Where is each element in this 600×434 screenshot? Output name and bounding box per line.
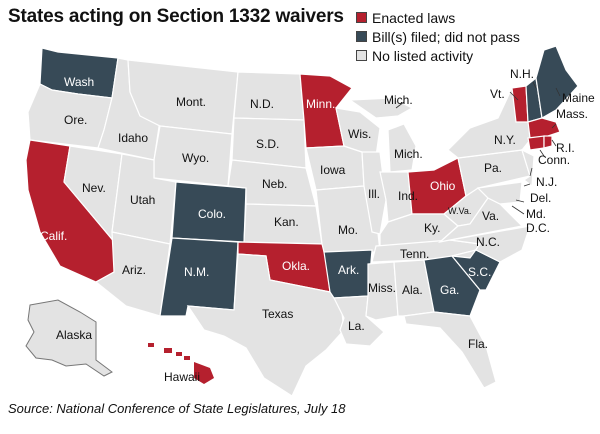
legend-swatch-enacted xyxy=(356,12,367,23)
label-alaska: Alaska xyxy=(56,328,92,342)
label-maryland: Md. xyxy=(526,207,546,221)
label-minnesota: Minn. xyxy=(306,97,335,111)
label-utah: Utah xyxy=(130,193,155,207)
label-ohio: Ohio xyxy=(430,179,456,193)
label-connecticut: Conn. xyxy=(538,153,570,167)
label-mississippi: Miss. xyxy=(368,281,396,295)
legend: Enacted laws Bill(s) filed; did not pass… xyxy=(356,8,520,65)
legend-label-none: No listed activity xyxy=(372,47,474,64)
label-rhode-island: R.I. xyxy=(556,141,575,155)
state-florida xyxy=(403,311,497,389)
label-hawaii: Hawaii xyxy=(164,370,200,384)
label-illinois: Ill. xyxy=(368,187,380,201)
state-georgia xyxy=(423,255,481,317)
state-hawaii xyxy=(148,343,214,384)
label-vermont: Vt. xyxy=(490,87,505,101)
label-indiana: Ind. xyxy=(398,189,418,203)
label-michigan-up: Mich. xyxy=(384,93,413,107)
label-massachusetts: Mass. xyxy=(556,107,588,121)
label-pennsylvania: Pa. xyxy=(484,161,502,175)
label-dc: D.C. xyxy=(526,221,550,235)
label-north-dakota: N.D. xyxy=(250,97,274,111)
label-new-jersey: N.J. xyxy=(536,175,557,189)
label-nebraska: Neb. xyxy=(262,177,287,191)
legend-item-none: No listed activity xyxy=(356,46,520,65)
state-north-dakota xyxy=(233,71,305,121)
source-note: Source: National Conference of State Leg… xyxy=(8,401,346,416)
label-virginia: Va. xyxy=(482,209,499,223)
label-montana: Mont. xyxy=(176,95,206,109)
label-kansas: Kan. xyxy=(274,215,299,229)
legend-swatch-filed xyxy=(356,31,367,42)
label-new-hampshire: N.H. xyxy=(510,67,534,81)
label-west-virginia: W.Va. xyxy=(448,206,471,216)
state-connecticut xyxy=(527,135,545,151)
label-delaware: Del. xyxy=(530,191,551,205)
legend-label-enacted: Enacted laws xyxy=(372,9,456,26)
label-wyoming: Wyo. xyxy=(182,151,209,165)
label-nevada: Nev. xyxy=(82,181,106,195)
state-new-jersey xyxy=(521,148,535,188)
label-south-dakota: S.D. xyxy=(256,137,279,151)
legend-label-filed: Bill(s) filed; did not pass xyxy=(372,28,520,45)
label-louisiana: La. xyxy=(348,319,365,333)
label-arkansas: Ark. xyxy=(338,263,359,277)
label-georgia: Ga. xyxy=(440,283,459,297)
state-wyoming xyxy=(153,125,233,187)
legend-item-filed: Bill(s) filed; did not pass xyxy=(356,27,520,46)
state-alaska xyxy=(25,299,113,377)
label-michigan: Mich. xyxy=(394,147,423,161)
state-arizona xyxy=(94,231,171,317)
map-title: States acting on Section 1332 waivers xyxy=(8,6,344,27)
label-wisconsin: Wis. xyxy=(348,127,371,141)
label-kentucky: Ky. xyxy=(424,221,440,235)
label-new-york: N.Y. xyxy=(494,133,516,147)
label-arizona: Ariz. xyxy=(122,263,146,277)
state-massachusetts xyxy=(527,117,561,139)
label-maine: Maine xyxy=(562,91,595,105)
label-alabama: Ala. xyxy=(402,283,423,297)
label-new-mexico: N.M. xyxy=(184,265,209,279)
label-colorado: Colo. xyxy=(198,207,226,221)
label-south-carolina: S.C. xyxy=(468,265,491,279)
state-north-carolina xyxy=(449,225,531,263)
label-iowa: Iowa xyxy=(320,163,346,177)
state-rhode-island xyxy=(543,135,553,149)
label-texas: Texas xyxy=(262,307,293,321)
label-florida: Fla. xyxy=(468,337,488,351)
state-texas xyxy=(186,253,345,397)
state-maryland xyxy=(476,181,523,205)
label-missouri: Mo. xyxy=(338,223,358,237)
label-oklahoma: Okla. xyxy=(282,259,310,273)
pointer-lines xyxy=(395,81,561,215)
state-michigan-lower xyxy=(387,123,417,173)
label-north-carolina: N.C. xyxy=(476,235,500,249)
label-california: Calif. xyxy=(40,229,67,243)
legend-swatch-none xyxy=(356,50,367,61)
label-tennessee: Tenn. xyxy=(400,247,429,261)
label-oregon: Ore. xyxy=(64,113,87,127)
label-washington: Wash xyxy=(64,75,94,89)
state-michigan xyxy=(348,97,414,119)
label-idaho: Idaho xyxy=(118,131,148,145)
legend-item-enacted: Enacted laws xyxy=(356,8,520,27)
state-maine xyxy=(535,45,579,119)
